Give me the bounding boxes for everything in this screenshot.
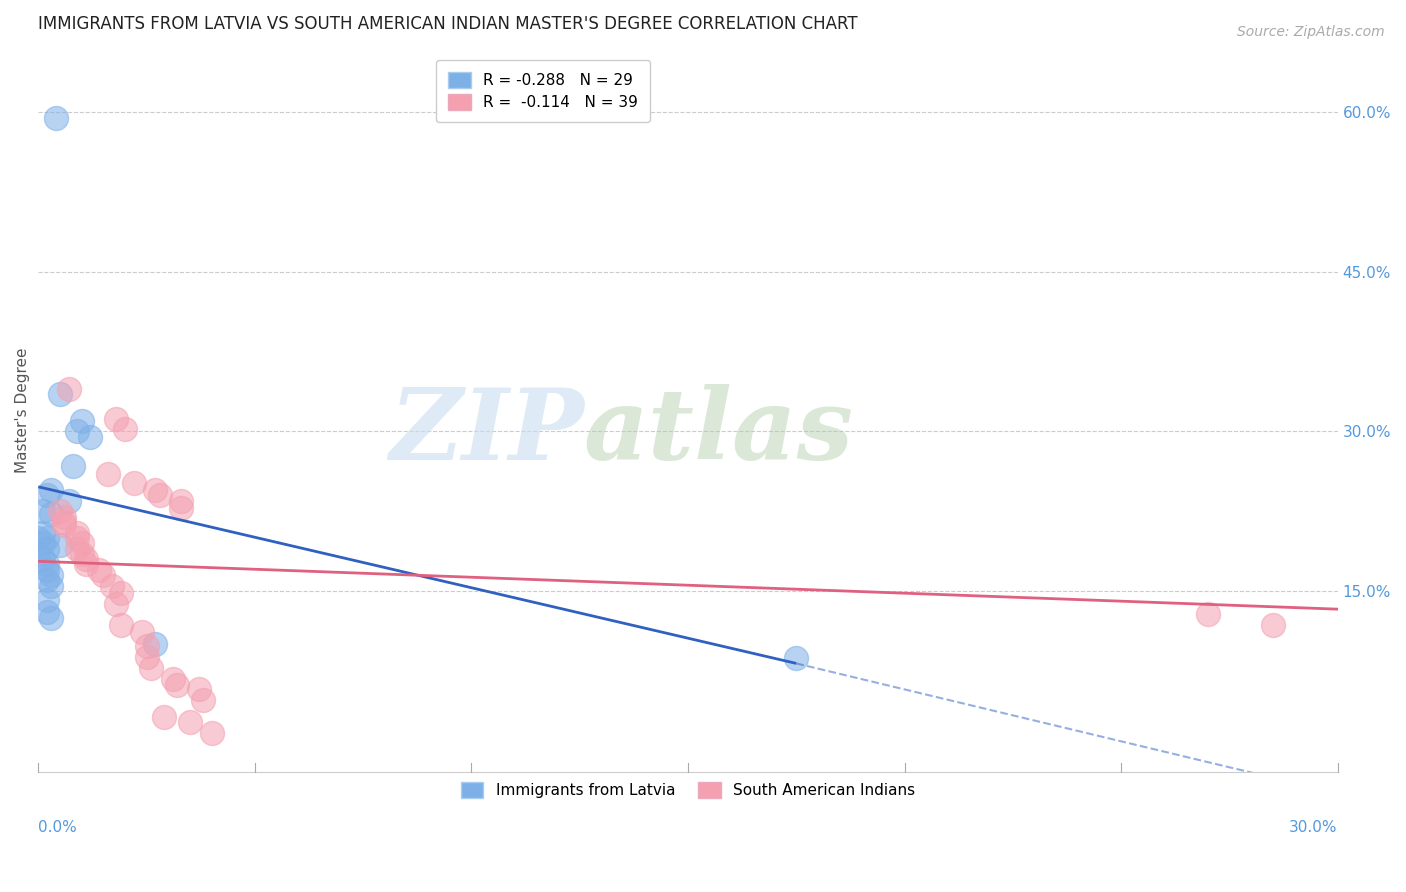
Point <box>53 518 76 533</box>
Point <box>35 574 58 588</box>
Point <box>135 640 157 654</box>
Point <box>49 504 72 518</box>
Y-axis label: Master's Degree: Master's Degree <box>15 348 30 473</box>
Point <box>179 714 201 729</box>
Point <box>27 531 49 545</box>
Point <box>27 547 49 561</box>
Point <box>114 422 136 436</box>
Legend: Immigrants from Latvia, South American Indians: Immigrants from Latvia, South American I… <box>454 776 921 804</box>
Point <box>35 558 58 572</box>
Point <box>149 488 172 502</box>
Point <box>70 414 93 428</box>
Point <box>31 536 53 550</box>
Text: ZIP: ZIP <box>389 384 583 480</box>
Point <box>70 536 93 550</box>
Point <box>105 411 128 425</box>
Point <box>41 579 63 593</box>
Point <box>170 493 193 508</box>
Point <box>66 531 89 545</box>
Point <box>66 525 89 540</box>
Point <box>31 525 53 540</box>
Point <box>35 605 58 619</box>
Point <box>191 692 214 706</box>
Point <box>58 493 80 508</box>
Text: IMMIGRANTS FROM LATVIA VS SOUTH AMERICAN INDIAN MASTER'S DEGREE CORRELATION CHAR: IMMIGRANTS FROM LATVIA VS SOUTH AMERICAN… <box>38 15 858 33</box>
Point <box>70 547 93 561</box>
Point <box>49 387 72 401</box>
Point <box>785 651 807 665</box>
Point <box>45 111 67 125</box>
Point <box>53 515 76 529</box>
Text: atlas: atlas <box>583 384 853 480</box>
Point <box>105 597 128 611</box>
Point <box>153 709 176 723</box>
Point <box>41 483 63 497</box>
Point <box>35 563 58 577</box>
Point <box>66 425 89 439</box>
Point <box>31 552 53 566</box>
Point <box>101 579 124 593</box>
Point <box>41 568 63 582</box>
Point <box>41 610 63 624</box>
Point <box>110 618 132 632</box>
Point <box>35 592 58 607</box>
Point <box>139 661 162 675</box>
Point <box>1197 607 1219 622</box>
Point <box>162 673 184 687</box>
Point <box>75 558 97 572</box>
Point <box>31 504 53 518</box>
Point <box>131 624 153 639</box>
Point <box>66 541 89 556</box>
Point <box>97 467 120 481</box>
Point <box>75 552 97 566</box>
Text: 30.0%: 30.0% <box>1289 820 1337 835</box>
Point <box>1261 618 1284 632</box>
Text: Source: ZipAtlas.com: Source: ZipAtlas.com <box>1237 25 1385 39</box>
Point <box>135 650 157 665</box>
Point <box>122 475 145 490</box>
Point <box>110 586 132 600</box>
Point <box>166 678 188 692</box>
Point <box>91 568 114 582</box>
Point <box>53 509 76 524</box>
Point <box>143 483 166 497</box>
Point <box>58 382 80 396</box>
Point <box>187 681 209 696</box>
Point <box>35 541 58 556</box>
Point <box>200 725 222 739</box>
Point <box>41 508 63 522</box>
Point <box>79 430 101 444</box>
Point <box>143 637 166 651</box>
Point <box>35 488 58 502</box>
Point <box>49 538 72 552</box>
Point <box>170 501 193 516</box>
Point <box>35 531 58 545</box>
Text: 0.0%: 0.0% <box>38 820 77 835</box>
Point <box>62 458 84 473</box>
Point <box>87 563 110 577</box>
